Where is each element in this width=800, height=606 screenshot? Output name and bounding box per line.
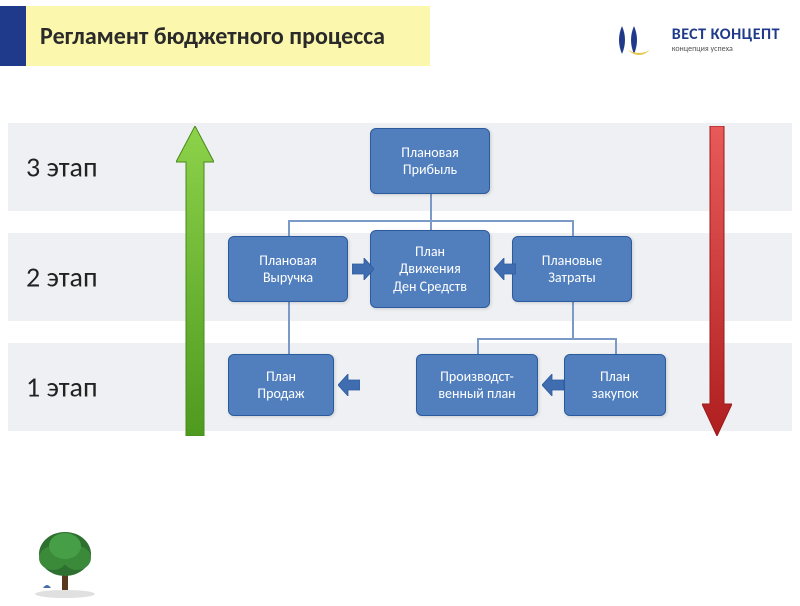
stage-label-3: 3 этап bbox=[26, 150, 98, 185]
brand-logo: ВЕСТ КОНЦЕПТ концепция успеха bbox=[614, 20, 780, 60]
logo-subtitle: концепция успеха bbox=[672, 45, 780, 53]
stage-band-1: 1 этап bbox=[8, 342, 792, 432]
connector bbox=[477, 338, 479, 354]
node-cashflow: ПланДвиженияДен Средств bbox=[370, 230, 490, 308]
diagram: 3 этап 2 этап 1 этап ПлановаяПрибыль План… bbox=[0, 116, 800, 556]
connector bbox=[572, 220, 574, 236]
stage-label-1: 1 этап bbox=[26, 370, 98, 405]
page-title: Регламент бюджетного процесса bbox=[26, 6, 430, 66]
connector bbox=[288, 220, 290, 236]
node-purchase: Планзакупок bbox=[564, 354, 666, 416]
stage-label-2: 2 этап bbox=[26, 260, 98, 295]
connector bbox=[572, 302, 574, 338]
connector bbox=[615, 338, 617, 354]
logo-mark-icon bbox=[614, 20, 664, 60]
connector bbox=[430, 220, 432, 230]
node-prod: Производст-венный план bbox=[416, 354, 538, 416]
node-costs: ПлановыеЗатраты bbox=[512, 236, 632, 302]
connector bbox=[288, 302, 290, 354]
connector bbox=[430, 194, 432, 220]
header-accent-bar bbox=[0, 6, 26, 66]
logo-title: ВЕСТ КОНЦЕПТ bbox=[672, 27, 780, 43]
node-profit: ПлановаяПрибыль bbox=[370, 128, 490, 194]
node-sales: ПланПродаж bbox=[228, 354, 334, 416]
tree-icon bbox=[25, 518, 105, 598]
flow-arrow-icon bbox=[494, 258, 516, 280]
flow-arrow-icon bbox=[352, 258, 374, 280]
flow-arrow-icon bbox=[338, 374, 360, 396]
arrow-down-icon bbox=[702, 126, 732, 436]
node-revenue: ПлановаяВыручка bbox=[228, 236, 348, 302]
arrow-up-icon bbox=[176, 126, 214, 436]
flow-arrow-icon bbox=[542, 374, 564, 396]
connector bbox=[477, 338, 617, 340]
